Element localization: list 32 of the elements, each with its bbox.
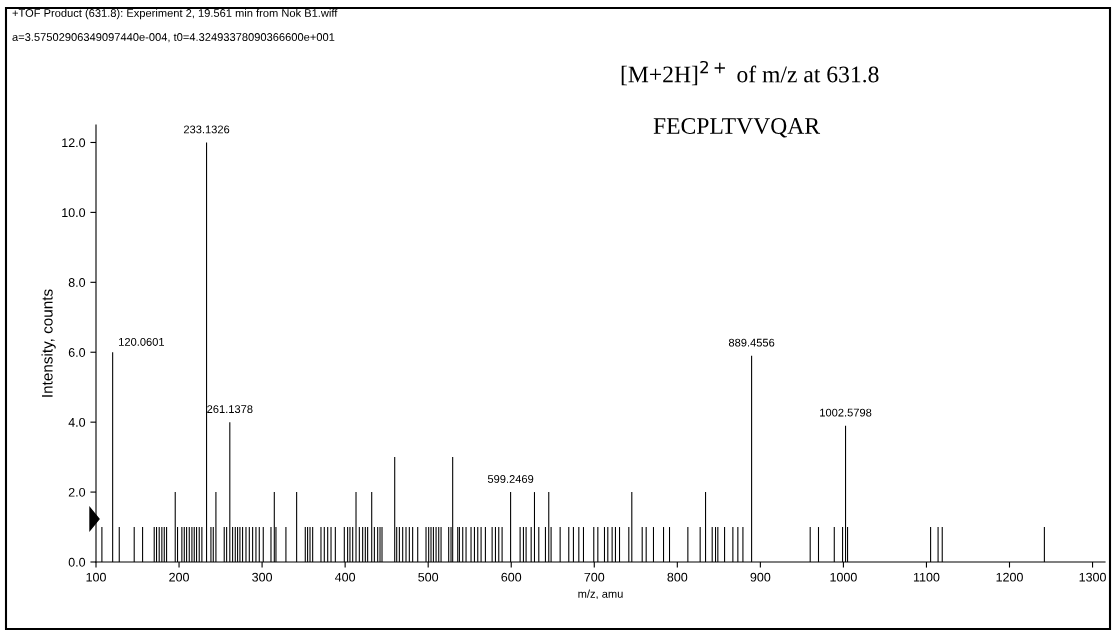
annotation: FECPLTVVQAR [653,118,821,138]
x-tick-label: 400 [335,572,356,582]
y-tick-label: 10.0 [62,208,86,218]
text: +TOF Product (631.8): Experiment 2, 19.561 min from Nok B1.wiff [12,8,338,20]
x-tick-label: 600 [501,572,522,582]
annotation: 889.4556 [728,338,775,347]
annotation: 1002.5798 [820,408,872,417]
x-tick-label: 500 [418,572,439,582]
x-tick-label: 1000 [830,572,857,582]
y-tick-label: 6.0 [68,348,86,357]
y-tick-label: 8.0 [68,278,86,287]
x-tick-label: 1200 [996,572,1023,582]
x-axis-title: m/z, amu [578,589,623,600]
x-tick-label: 900 [750,572,771,582]
x-tick-label: 100 [86,572,106,582]
x-tick-label: 1300 [1079,572,1106,582]
y-axis-title: Intensity, counts [41,289,56,397]
annotation: 599.2469 [487,475,534,483]
annotation: 233.1326 [183,125,230,134]
y-tick-label: 4.0 [68,417,86,427]
text: a=3.57502906349097440e-004, t0=4.32493378090366600e+001 [12,33,335,43]
annotation: 261.1378 [207,405,253,414]
y-tick-label: 2.0 [68,487,86,497]
x-tick-label: 800 [667,572,688,582]
x-tick-label: 300 [252,572,273,582]
y-tick-label: 0.0 [68,557,86,567]
y-tick-label: 12.0 [62,138,86,148]
x-tick-label: 700 [584,572,605,582]
text: [M+2H]$^{2+}$ of m/z at 631.8 [621,60,879,86]
x-tick-label: 200 [169,572,189,582]
x-tick-label: 1100 [913,572,940,582]
annotation: 120.0601 [119,338,165,346]
